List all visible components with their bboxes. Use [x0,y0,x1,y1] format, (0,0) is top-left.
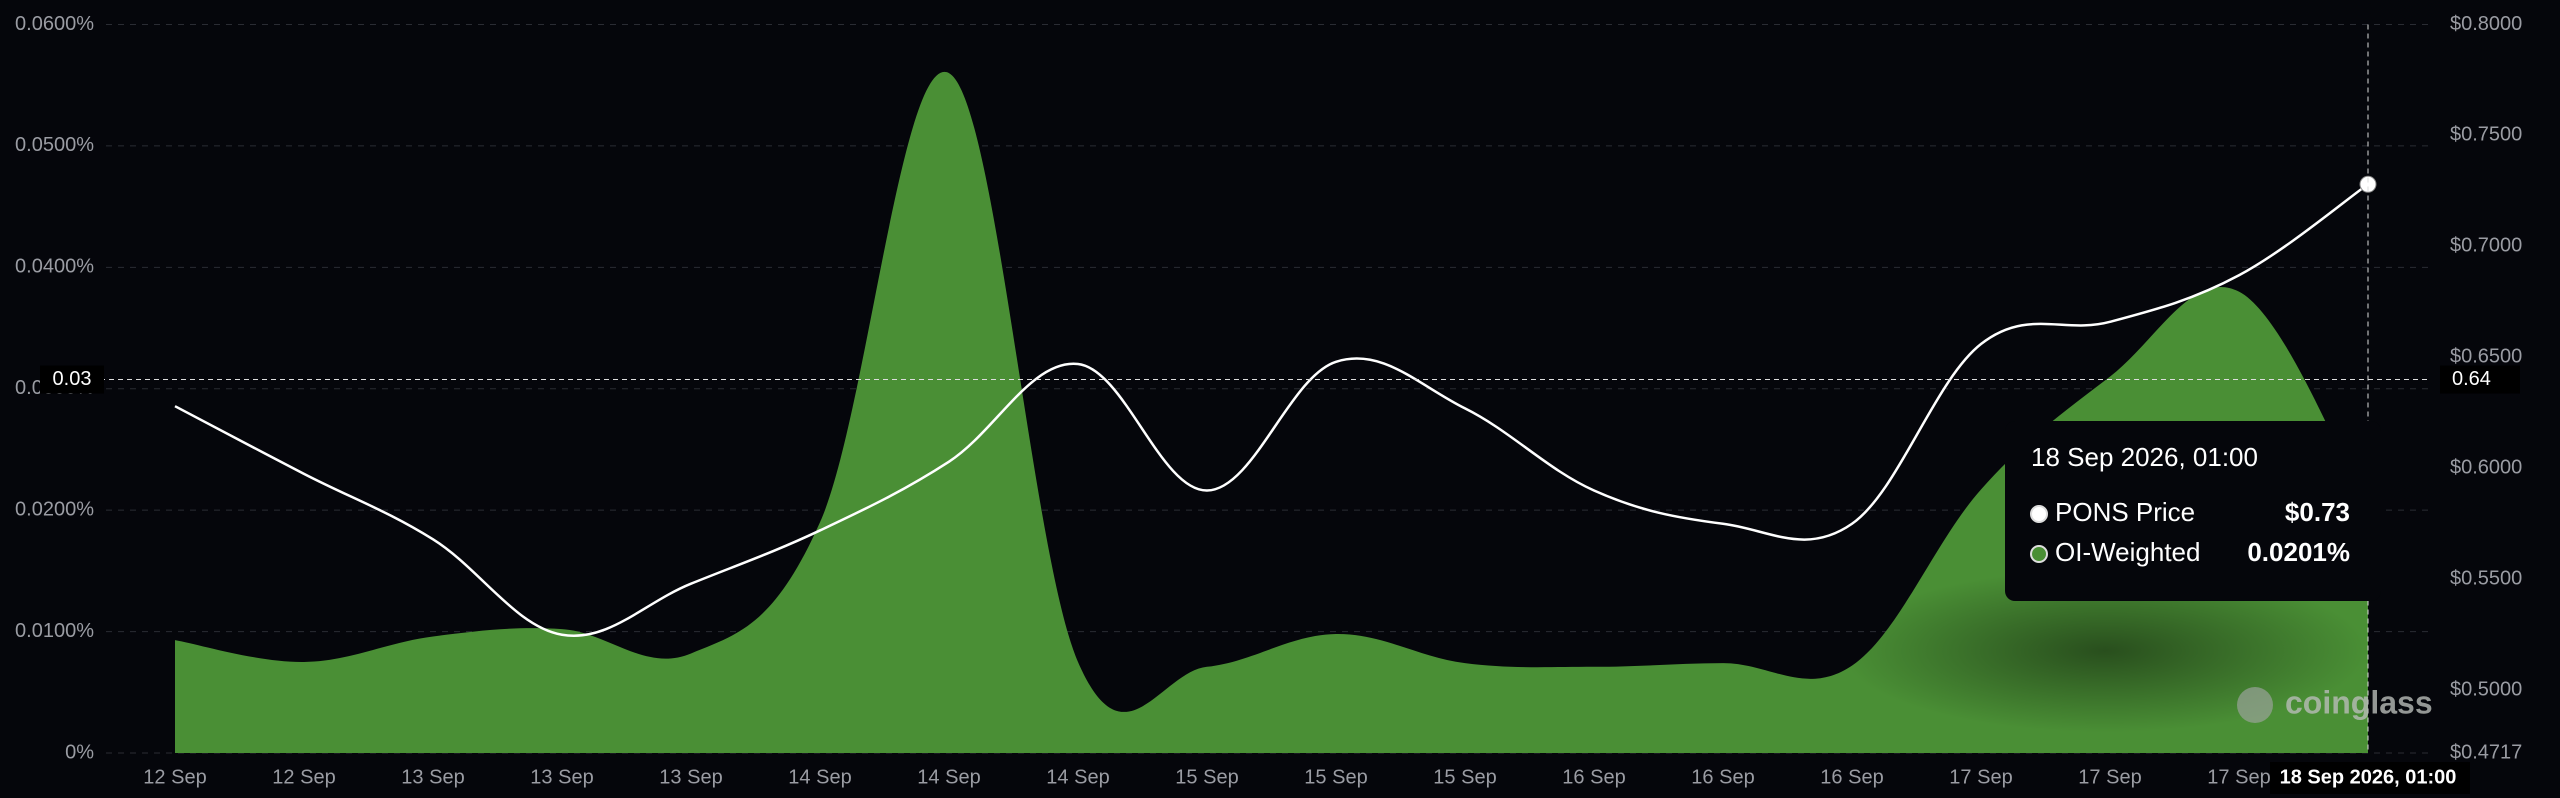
x-tick-label: 14 Sep [788,766,851,788]
y2-tick-label: $0.5000 [2450,678,2522,700]
y-tick-label: 0.0400% [15,256,94,278]
price-line [174,183,2369,637]
x-crosshair-bg [2270,762,2470,794]
crosshair-label-bg [40,365,104,394]
tooltip-swatch [2030,505,2048,523]
x-tick-label: 12 Sep [143,766,206,788]
x-tick-label: 13 Sep [659,766,722,788]
x-tick-label: 15 Sep [1433,766,1496,788]
funding-shade [175,71,2368,753]
y-tick-label: 0.0500% [15,134,94,156]
y2-tick-label: $0.6500 [2450,346,2522,368]
tooltip-value: 0.0201% [2247,537,2350,567]
y2-tick-label: $0.8000 [2450,13,2522,35]
y2-tick-label: $0.5500 [2450,568,2522,590]
tooltip-series-name: OI-Weighted [2055,537,2200,567]
tooltip-title: 18 Sep 2026, 01:00 [2031,442,2258,472]
tooltip-value: $0.73 [2285,497,2350,527]
y-tick-label: 0% [65,741,94,763]
y2-tick-label: $0.6000 [2450,457,2522,479]
price-dot [2359,175,2377,193]
x-tick-label: 16 Sep [1691,766,1754,788]
x-tick-label: 16 Sep [1562,766,1625,788]
crosshair-label-bg [2440,365,2520,394]
y2-tick-label: $0.7000 [2450,235,2522,257]
y2-tick-label: $0.4717 [2450,741,2522,763]
x-tick-label: 14 Sep [917,766,980,788]
tooltip-swatch [2030,545,2048,563]
logo [2237,687,2273,723]
y-tick-label: 0.0100% [15,620,94,642]
x-tick-label: 15 Sep [1175,766,1238,788]
x-tick-label: 15 Sep [1304,766,1367,788]
x-tick-label: 17 Sep [1949,766,2012,788]
x-tick-label: 12 Sep [272,766,335,788]
watermark: coinglass [2285,684,2433,720]
x-tick-label: 17 Sep [2078,766,2141,788]
y-tick-label: 0.0600% [15,13,94,35]
x-crosshair-label: 18 Sep 2026, 01:00 [2280,766,2457,788]
tooltip [2005,421,2381,601]
tooltip-series-name: PONS Price [2055,497,2195,527]
x-tick-label: 17 Sep [2207,766,2270,788]
x-tick-label: 13 Sep [530,766,593,788]
x-tick-label: 16 Sep [1820,766,1883,788]
y2-tick-label: $0.7500 [2450,124,2522,146]
x-tick-label: 13 Sep [401,766,464,788]
crosshair-right-label: 0.64 [2452,368,2491,390]
x-tick-label: 14 Sep [1046,766,1109,788]
crosshair-left-label: 0.03 [53,368,92,390]
y-tick-label: 0.0200% [15,498,94,520]
